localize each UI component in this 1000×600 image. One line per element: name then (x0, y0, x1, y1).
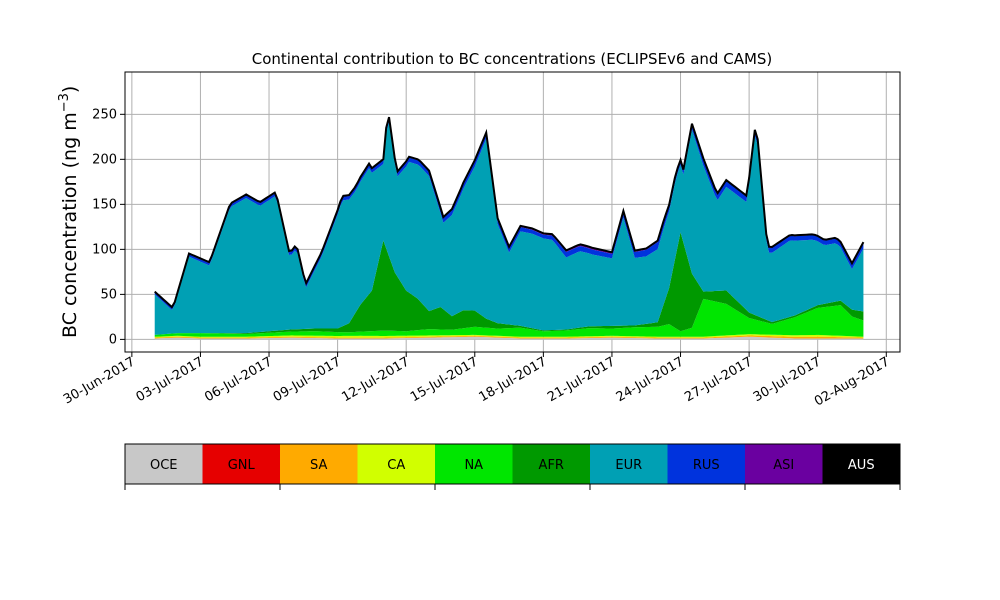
legend-swatch-asi (745, 444, 823, 484)
x-tick-label: 06-Jul-2017 (202, 354, 275, 405)
legend-swatch-oce (125, 444, 203, 484)
area-oce (154, 336, 864, 340)
legend-label-sa: SA (310, 458, 327, 473)
area-ca (154, 334, 864, 338)
legend-label-na: NA (464, 458, 483, 473)
area-sa (154, 335, 864, 339)
stacked-areas (154, 117, 864, 340)
x-tick-label: 03-Jul-2017 (134, 354, 207, 405)
x-tick-label: 27-Jul-2017 (682, 354, 755, 405)
y-axis-label-close: ) (59, 86, 81, 93)
legend-swatch-afr (512, 444, 590, 484)
area-na (154, 298, 864, 337)
legend-swatch-ca (357, 444, 435, 484)
legend-label-eur: EUR (615, 458, 642, 473)
x-tick-label: 21-Jul-2017 (545, 354, 618, 405)
legend-swatch-eur (590, 444, 668, 484)
legend-label-ca: CA (387, 458, 405, 473)
legend-label-asi: ASI (773, 458, 794, 473)
legend-label-aus: AUS (848, 458, 875, 473)
legend-colorbar: OCE GNL SA CA NA AFR EUR RUS ASI AUS (124, 443, 901, 490)
y-tick-label: 50 (100, 287, 117, 302)
y-tick-label: 0 (109, 332, 117, 347)
chart-title: Continental contribution to BC concentra… (252, 50, 773, 68)
y-axis-label: BC concentration (ng m−3) (57, 86, 81, 338)
legend-swatch-na (435, 444, 513, 484)
legend-label-afr: AFR (539, 458, 564, 473)
legend-label-rus: RUS (693, 458, 720, 473)
x-tick-label: 24-Jul-2017 (614, 354, 687, 405)
area-eur (154, 121, 864, 335)
legend-swatch-gnl (202, 444, 280, 484)
legend-swatch-rus (667, 444, 745, 484)
area-afr (154, 232, 864, 335)
legend-swatch-aus (822, 444, 900, 484)
y-tick-label: 100 (92, 242, 117, 257)
y-tick-label: 250 (92, 107, 117, 122)
y-tick-label: 150 (92, 197, 117, 212)
x-tick-label: 09-Jul-2017 (271, 354, 344, 405)
legend-frame (124, 443, 901, 485)
legend-label-oce: OCE (150, 458, 178, 473)
x-tick-label: 02-Aug-2017 (812, 354, 892, 409)
x-tick-label: 30-Jun-2017 (61, 354, 138, 407)
axes-frame (124, 71, 901, 353)
x-tick-label: 15-Jul-2017 (408, 354, 481, 405)
y-tick-label: 200 (92, 152, 117, 167)
y-axis-ticks: 0 50 100 150 200 250 (92, 107, 125, 347)
x-axis-ticks: 30-Jun-201703-Jul-201706-Jul-201709-Jul-… (61, 352, 892, 410)
y-axis-label-main: BC concentration (ng m (59, 112, 81, 338)
total-outline-line (154, 116, 865, 309)
x-tick-label: 12-Jul-2017 (339, 354, 412, 405)
plot-area: 0 50 100 150 200 250 30-Jun-201703-Jul-201706… (61, 71, 901, 410)
legend-swatch-sa (280, 444, 358, 484)
y-axis-label-superscript: −3 (57, 93, 72, 112)
legend-label-gnl: GNL (228, 458, 256, 473)
x-tick-label: 18-Jul-2017 (477, 354, 550, 405)
